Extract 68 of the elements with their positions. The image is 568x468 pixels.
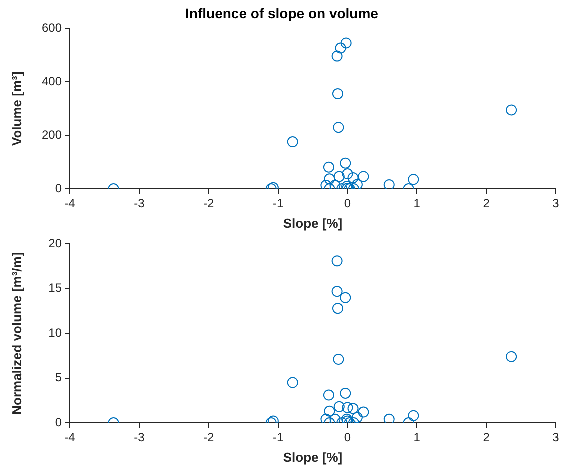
point bbox=[506, 351, 518, 362]
point bbox=[332, 303, 344, 314]
point bbox=[358, 171, 370, 182]
y-tick-label: 10 bbox=[48, 326, 62, 340]
x-tick-label: 1 bbox=[414, 196, 421, 211]
point bbox=[287, 377, 298, 388]
x-tick-label: 3 bbox=[552, 430, 560, 445]
x-tick-label: 1 bbox=[414, 430, 421, 445]
point bbox=[323, 162, 334, 173]
x-tick-label: -1 bbox=[272, 196, 284, 211]
x-tick-label: -1 bbox=[272, 430, 284, 445]
y-tick-label: 5 bbox=[55, 370, 62, 385]
point bbox=[334, 171, 345, 182]
point bbox=[330, 414, 341, 423]
point bbox=[332, 88, 344, 100]
x-tick-label: 3 bbox=[552, 196, 560, 211]
y-tick-label: 400 bbox=[42, 74, 62, 89]
point bbox=[352, 412, 363, 423]
x-tick-label: 0 bbox=[344, 196, 352, 211]
point bbox=[333, 122, 344, 134]
x-axis-title: Slope [%] bbox=[283, 216, 343, 231]
point bbox=[348, 403, 359, 414]
y-tick-label: 0 bbox=[55, 415, 62, 430]
point bbox=[330, 180, 341, 189]
point bbox=[320, 180, 332, 189]
point bbox=[287, 136, 298, 148]
y-tick-label: 20 bbox=[48, 236, 62, 251]
point bbox=[342, 402, 354, 414]
point bbox=[320, 414, 332, 423]
x-tick-label: -2 bbox=[204, 196, 215, 211]
point bbox=[506, 104, 518, 116]
y-tick-label: 200 bbox=[42, 128, 62, 142]
point bbox=[332, 286, 343, 298]
point bbox=[352, 179, 363, 189]
y-tick-label: 0 bbox=[55, 181, 62, 196]
x-tick-label: -4 bbox=[64, 430, 76, 445]
y-tick-label: 600 bbox=[42, 21, 62, 36]
point bbox=[334, 401, 345, 412]
y-axis-title: Normalized volume [m³/m] bbox=[9, 252, 24, 415]
y-axis-title: Volume [m³] bbox=[9, 72, 24, 146]
y-tick-label: 15 bbox=[48, 281, 62, 296]
point bbox=[323, 390, 334, 401]
point bbox=[340, 388, 352, 399]
point bbox=[348, 172, 359, 184]
chart-title: Influence of slope on volume bbox=[186, 5, 379, 22]
x-tick-label: 2 bbox=[483, 430, 490, 445]
point bbox=[333, 354, 344, 366]
x-axis-title: Slope [%] bbox=[283, 450, 343, 465]
point bbox=[340, 158, 352, 169]
point bbox=[332, 50, 343, 62]
point bbox=[340, 38, 352, 49]
x-tick-label: -4 bbox=[64, 196, 76, 211]
point bbox=[342, 168, 354, 180]
point bbox=[340, 292, 352, 304]
point bbox=[324, 406, 336, 417]
point bbox=[408, 174, 420, 186]
point bbox=[384, 414, 395, 423]
point bbox=[335, 42, 346, 54]
point bbox=[408, 410, 420, 422]
point bbox=[324, 174, 336, 185]
x-tick-label: 0 bbox=[344, 430, 352, 445]
x-tick-label: -2 bbox=[204, 430, 215, 445]
point bbox=[332, 256, 343, 267]
x-tick-label: 2 bbox=[483, 196, 490, 211]
x-tick-label: -3 bbox=[134, 430, 146, 445]
x-tick-label: -3 bbox=[134, 196, 146, 211]
point bbox=[358, 406, 370, 418]
point bbox=[384, 179, 395, 189]
